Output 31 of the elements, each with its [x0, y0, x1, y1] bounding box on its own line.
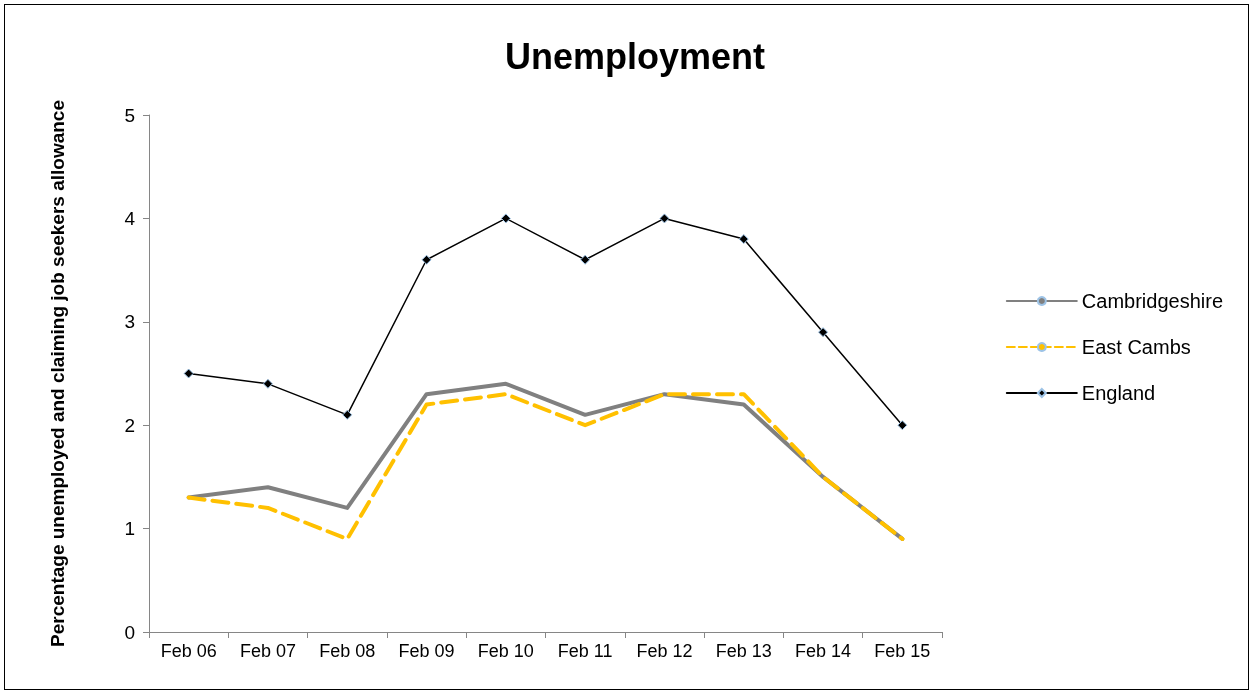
point [421, 254, 432, 265]
legend-label: England [1081, 382, 1156, 404]
point [580, 254, 591, 265]
x-tick-label: Feb 15 [874, 641, 931, 661]
x-tick-label: Feb 09 [398, 641, 455, 661]
x-tick-label: Feb 13 [715, 641, 772, 661]
legend-label: Cambridgeshire [1081, 290, 1223, 312]
x-tick-label: Feb 14 [795, 641, 852, 661]
point [659, 213, 670, 224]
y-tick-label: 1 [124, 518, 135, 540]
x-tick-label: Feb 07 [239, 641, 296, 661]
x-tick-label: Feb 08 [319, 641, 376, 661]
chart-title: Unemployment [504, 35, 766, 77]
y-tick-label: 5 [124, 104, 135, 126]
point [183, 368, 194, 379]
point [262, 378, 273, 389]
point [897, 420, 908, 431]
y-tick-label: 3 [124, 311, 135, 333]
x-tick-label: Feb 06 [160, 641, 217, 661]
y-tick-label: 0 [124, 621, 135, 643]
point [738, 234, 749, 245]
x-tick-label: Feb 11 [557, 641, 613, 661]
point [818, 327, 829, 338]
y-tick-label: 4 [124, 207, 136, 229]
x-tick-label: Feb 12 [636, 641, 693, 661]
x-tick-label: Feb 10 [477, 641, 534, 661]
y-tick-label: 2 [124, 414, 135, 436]
legend-label: East Cambs [1081, 336, 1191, 358]
point [500, 213, 511, 224]
point [342, 409, 353, 420]
y-axis-title: Percentage unemployed and claiming job seekers allowance [46, 100, 68, 647]
